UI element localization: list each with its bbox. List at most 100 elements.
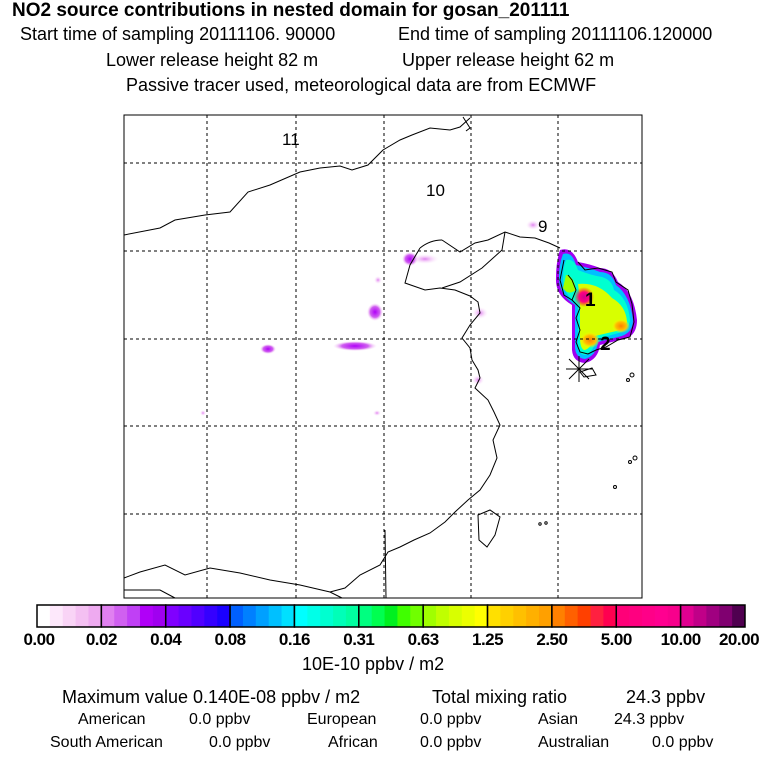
colorbar-cell xyxy=(693,605,707,627)
plot-title: NO2 source contributions in nested domai… xyxy=(12,0,570,21)
colorbar-tick-label: 5.00 xyxy=(600,630,633,649)
upper-release-height: Upper release height 62 m xyxy=(402,50,615,70)
colorbar-cell xyxy=(513,605,527,627)
asian-label: Asian xyxy=(538,711,579,728)
colorbar-cell xyxy=(577,605,592,627)
colorbar-cell xyxy=(539,605,553,627)
colorbar-cell xyxy=(358,605,373,627)
colorbar-cell xyxy=(165,605,180,627)
asian-value: 24.3 ppbv xyxy=(614,711,685,728)
colorbar-cell xyxy=(616,605,630,627)
south-american-label: South American xyxy=(50,734,163,751)
colorbar-cell xyxy=(436,605,450,627)
colorbar-cell xyxy=(127,605,141,627)
colorbar-cell xyxy=(307,605,321,627)
colorbar-cell xyxy=(706,605,720,627)
australian-value: 0.0 ppbv xyxy=(652,734,714,751)
colorbar-cell xyxy=(345,605,360,627)
colorbar-cell xyxy=(564,605,579,627)
receptor-star-icon xyxy=(566,356,592,382)
colorbar-cell xyxy=(191,605,205,627)
colorbar-tick-label: 20.00 xyxy=(718,630,760,649)
lower-release-height: Lower release height 82 m xyxy=(106,50,319,70)
colorbar-cell xyxy=(204,605,218,627)
colorbar-cell xyxy=(217,605,231,627)
colorbar-cell xyxy=(230,605,244,627)
african-label: African xyxy=(328,734,378,751)
colorbar-cell xyxy=(152,605,167,627)
colorbar-cell xyxy=(719,605,733,627)
colorbar-block-border xyxy=(679,604,746,628)
colorbar-cell xyxy=(320,605,334,627)
coastlines xyxy=(123,116,638,599)
gridlines xyxy=(124,115,642,598)
colorbar-unit: 10E-10 ppbv / m2 xyxy=(302,654,445,674)
colorbar-cell xyxy=(551,605,566,627)
region-label: 1 xyxy=(585,290,596,311)
colorbar-cell xyxy=(62,605,77,627)
colorbar-cell xyxy=(448,605,463,627)
colorbar-tick-label: 0.16 xyxy=(278,630,311,649)
colorbar-cell xyxy=(500,605,514,627)
colorbar-cell xyxy=(423,605,437,627)
south-american-value: 0.0 ppbv xyxy=(209,734,271,751)
american-value: 0.0 ppbv xyxy=(189,711,251,728)
colorbar-cell xyxy=(139,605,154,627)
region-label: 10 xyxy=(426,181,445,200)
colorbar-tick-label: 0.02 xyxy=(85,630,118,649)
colorbar-cell xyxy=(667,605,682,627)
australian-label: Australian xyxy=(538,734,610,751)
region-label: 11 xyxy=(282,130,300,149)
colorbar-tick-label: 0.00 xyxy=(23,630,55,649)
region-label: 2 xyxy=(600,334,611,355)
colorbar-cell xyxy=(487,605,501,627)
colorbar-cell xyxy=(242,605,257,627)
colorbar-cell xyxy=(49,605,64,627)
colorbar-cell xyxy=(101,605,115,627)
colorbar-cell xyxy=(371,605,386,627)
max-value: Maximum value 0.140E-08 ppbv / m2 xyxy=(62,687,361,707)
end-time: End time of sampling 20111106.120000 xyxy=(398,24,713,44)
european-value: 0.0 ppbv xyxy=(420,711,482,728)
colorbar-cell xyxy=(642,605,656,627)
total-mixing-value: 24.3 ppbv xyxy=(626,687,706,707)
colorbar-cell xyxy=(114,605,128,627)
colorbar-tick-label: 10.00 xyxy=(660,630,702,649)
map-frame xyxy=(123,114,643,599)
colorbar-cell xyxy=(680,605,695,627)
african-value: 0.0 ppbv xyxy=(420,734,482,751)
total-mixing-label: Total mixing ratio xyxy=(432,687,568,707)
region-label: 9 xyxy=(538,217,547,236)
colorbar-cell xyxy=(255,605,270,627)
colorbar-cell xyxy=(474,605,489,627)
colorbar-cell xyxy=(461,605,476,627)
colorbar-cell xyxy=(294,605,308,627)
colorbar-cell xyxy=(603,605,617,627)
colorbar-cell xyxy=(268,605,283,627)
colorbar-cell xyxy=(384,605,398,627)
colorbar-cell xyxy=(732,605,746,627)
tracer-note: Passive tracer used, meteorological data… xyxy=(126,75,597,95)
colorbar-tick-label: 1.25 xyxy=(471,630,504,649)
plume-patches xyxy=(200,220,540,416)
colorbar-cell xyxy=(178,605,192,627)
start-time: Start time of sampling 20111106. 90000 xyxy=(20,24,336,44)
colorbar-cell xyxy=(654,605,669,627)
european-label: European xyxy=(307,711,377,728)
colorbar-cell xyxy=(37,605,51,627)
american-label: American xyxy=(78,711,146,728)
colorbar xyxy=(36,604,746,628)
colorbar-tick-label: 2.50 xyxy=(536,630,568,649)
colorbar-cell xyxy=(590,605,604,627)
colorbar-cell xyxy=(397,605,411,627)
colorbar-tick-label: 0.08 xyxy=(214,630,247,649)
colorbar-tick-label: 0.63 xyxy=(407,630,440,649)
colorbar-cell xyxy=(88,605,102,627)
colorbar-tick-label: 0.31 xyxy=(343,630,375,649)
colorbar-cell xyxy=(526,605,540,627)
korea-plume xyxy=(555,249,637,363)
colorbar-cell xyxy=(629,605,643,627)
colorbar-cell xyxy=(281,605,295,627)
